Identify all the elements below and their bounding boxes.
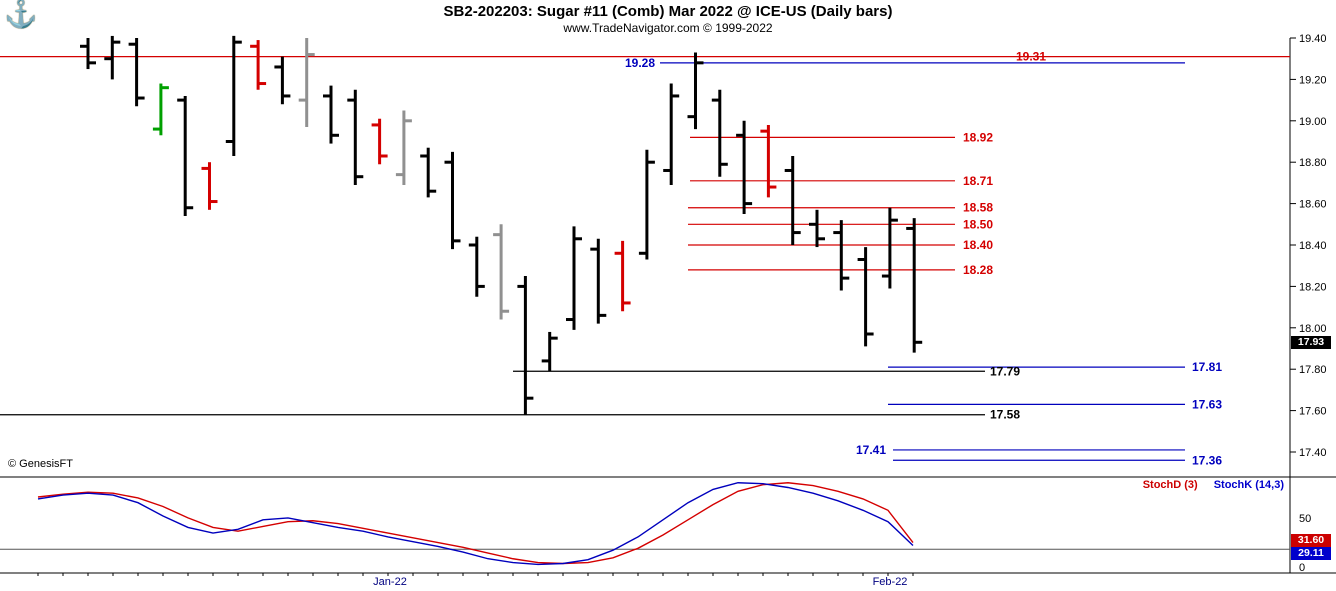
date-axis-label-feb: Feb-22 [872,576,908,588]
price-axis-tick: 19.00 [1299,116,1327,128]
stoch-line-k [37,482,914,566]
date-axis-label-jan: Jan-22 [373,576,407,588]
level-label-18.50: 18.50 [963,217,993,231]
price-axis-tick: 17.60 [1299,406,1327,418]
price-axis-tick: 19.20 [1299,74,1327,86]
price-axis-tick: 18.40 [1299,240,1327,252]
level-label-19.31: 19.31 [1016,50,1046,64]
price-axis-tick: 18.60 [1299,199,1327,211]
chart-title: SB2-202203: Sugar #11 (Comb) Mar 2022 @ … [443,3,893,20]
level-label-17.79: 17.79 [990,364,1020,378]
price-axis-tick: 17.40 [1299,447,1327,459]
anchor-logo-icon: ⚓ [4,0,38,29]
stoch-legend: StochD (3) StochK (14,3) [1143,479,1284,491]
stochk-value-badge: 29.11 [1291,547,1331,560]
level-label-17.81: 17.81 [1192,360,1222,374]
level-label-17.36: 17.36 [1192,453,1222,467]
stochd-value-badge: 31.60 [1291,534,1331,547]
level-label-17.41: 17.41 [856,443,886,457]
stochk-legend-label: StochK (14,3) [1213,479,1284,491]
level-label-18.28: 18.28 [963,263,993,277]
stoch-axis-tick-50: 50 [1299,513,1312,525]
level-label-19.28: 19.28 [625,56,655,70]
genesis-watermark: © GenesisFT [8,458,73,470]
last-price-badge: 17.93 [1291,336,1331,349]
level-label-17.63: 17.63 [1192,397,1222,411]
price-axis-tick: 18.20 [1299,281,1327,293]
chart-subtitle: www.TradeNavigator.com © 1999-2022 [563,21,773,35]
price-axis-tick: 18.80 [1299,157,1327,169]
level-label-18.40: 18.40 [963,238,993,252]
level-label-18.92: 18.92 [963,130,993,144]
stoch-line-d [37,482,914,565]
price-axis-tick: 17.80 [1299,364,1327,376]
stochd-legend-label: StochD (3) [1142,479,1198,491]
level-label-18.71: 18.71 [963,174,993,188]
price-axis-tick: 19.40 [1299,33,1327,45]
price-axis-tick: 18.00 [1299,323,1327,335]
stoch-axis-tick-0: 0 [1299,562,1306,574]
level-label-17.58: 17.58 [990,408,1020,422]
level-label-18.58: 18.58 [963,201,993,215]
